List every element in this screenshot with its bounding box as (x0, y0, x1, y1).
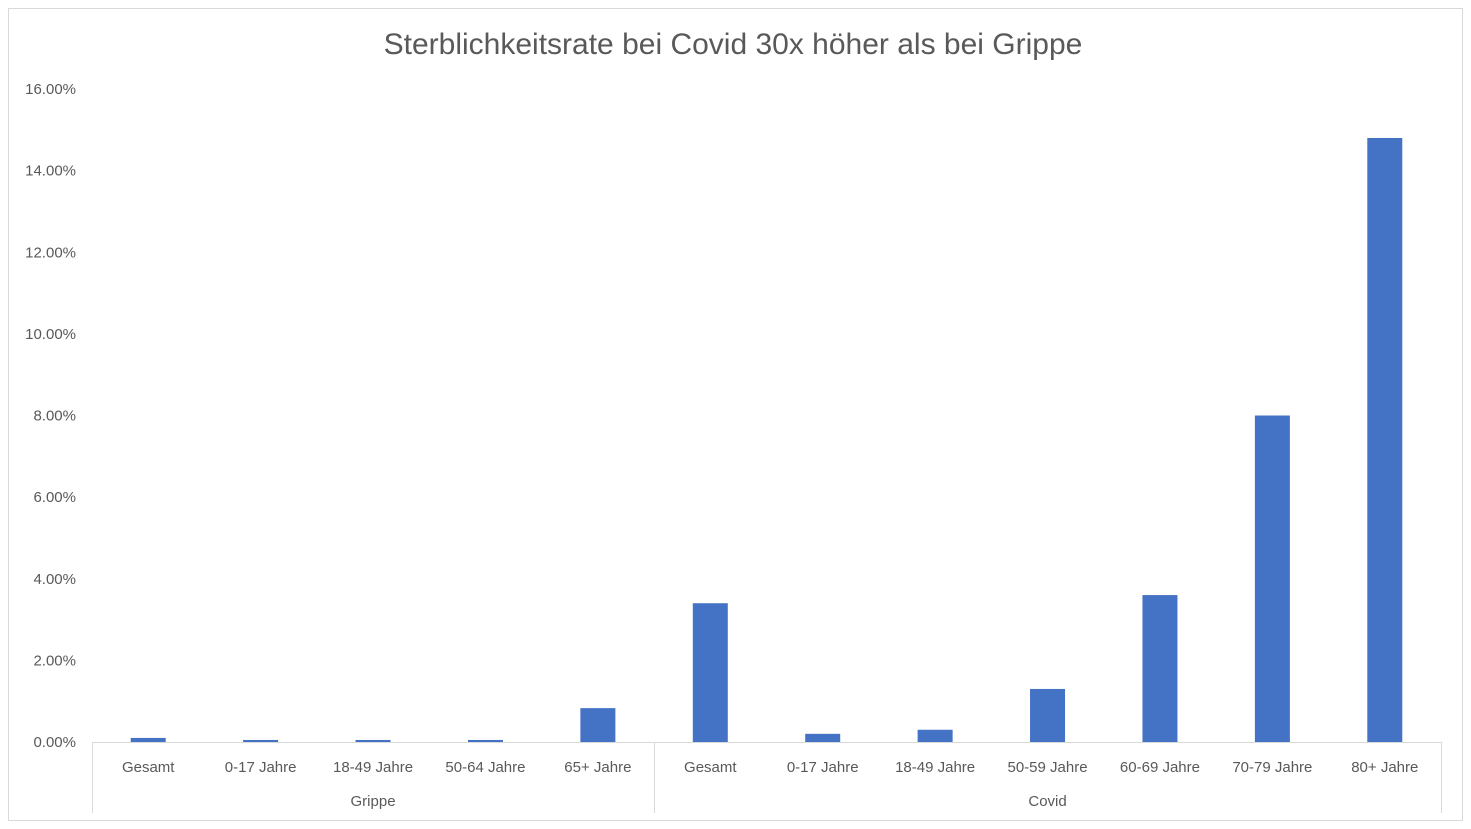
bar (805, 733, 841, 742)
bar-series (130, 137, 1403, 743)
bar (917, 729, 953, 742)
x-tick-label: 0-17 Jahre (225, 759, 297, 776)
x-tick-label: Gesamt (684, 759, 737, 776)
y-tick-label: 2.00% (33, 652, 76, 669)
chart-title: Sterblichkeitsrate bei Covid 30x höher a… (384, 28, 1083, 61)
group-label: Grippe (351, 793, 396, 810)
chart-frame (8, 8, 1463, 821)
x-tick-label: 80+ Jahre (1351, 759, 1418, 776)
y-tick-label: 10.00% (25, 326, 76, 343)
y-tick-label: 16.00% (25, 81, 76, 98)
x-tick-label: 50-64 Jahre (445, 759, 525, 776)
x-tick-label: 0-17 Jahre (787, 759, 859, 776)
bar (692, 603, 728, 742)
x-tick-label: 18-49 Jahre (333, 759, 413, 776)
y-tick-label: 8.00% (33, 408, 76, 425)
x-tick-label: 18-49 Jahre (895, 759, 975, 776)
bar (1254, 415, 1290, 742)
bar (1142, 595, 1178, 742)
x-axis-group-labels: Grippe Covid (351, 793, 1067, 810)
y-tick-label: 6.00% (33, 489, 76, 506)
y-tick-label: 14.00% (25, 163, 76, 180)
x-tick-label: 50-59 Jahre (1008, 759, 1088, 776)
bar (1367, 137, 1403, 743)
bar (580, 708, 616, 742)
x-axis (92, 742, 1442, 813)
bar (355, 739, 391, 742)
x-tick-label: 60-69 Jahre (1120, 759, 1200, 776)
x-axis-tick-labels: Gesamt 0-17 Jahre 18-49 Jahre 50-64 Jahre 65… (122, 759, 1418, 776)
y-tick-label: 12.00% (25, 244, 76, 261)
y-tick-label: 0.00% (33, 734, 76, 751)
bar (130, 737, 166, 742)
bar (1030, 688, 1066, 742)
bar (467, 739, 503, 742)
y-tick-label: 4.00% (33, 571, 76, 588)
bar (243, 739, 279, 742)
y-axis-tick-labels: 0.00% 2.00% 4.00% 6.00% 8.00% 10.00% 12.00% 14.… (25, 81, 76, 751)
x-tick-label: 65+ Jahre (564, 759, 631, 776)
x-tick-label: Gesamt (122, 759, 175, 776)
x-tick-label: 70-79 Jahre (1232, 759, 1312, 776)
group-label: Covid (1028, 793, 1066, 810)
